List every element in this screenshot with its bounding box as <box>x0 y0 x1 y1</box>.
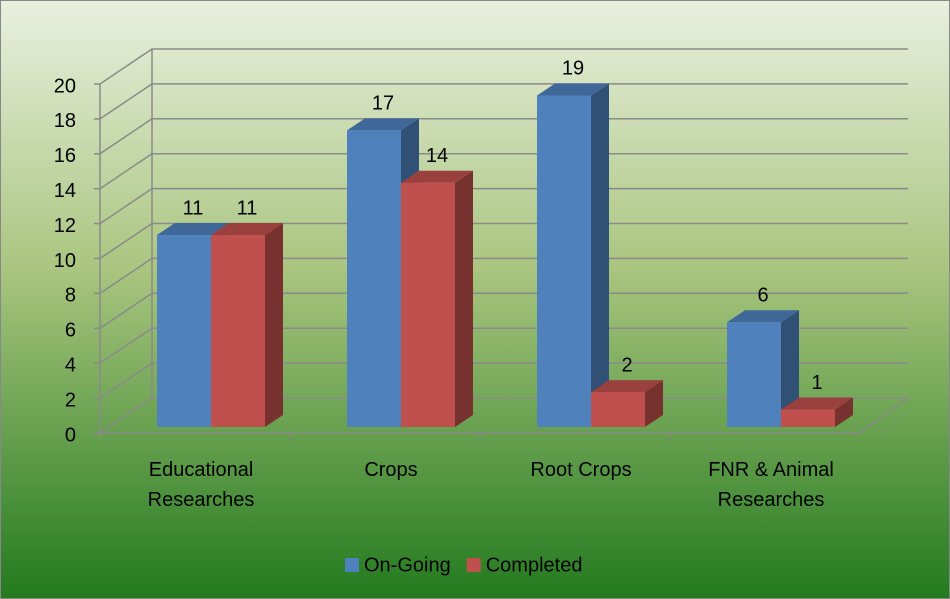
bar-face <box>727 322 781 427</box>
bar-side <box>265 223 283 427</box>
bar-top <box>537 83 609 96</box>
legend-swatch <box>466 558 481 572</box>
bar <box>781 397 853 427</box>
bar-face <box>211 235 265 427</box>
bar <box>591 380 663 427</box>
y-tick-label: 16 <box>54 145 76 167</box>
data-label: 19 <box>562 58 584 80</box>
y-tick-label: 20 <box>54 75 76 97</box>
y-tick-label: 0 <box>65 424 76 446</box>
bar-face <box>157 235 211 427</box>
bar-side <box>455 170 473 427</box>
bar-top <box>211 223 283 236</box>
y-tick-label: 8 <box>65 285 76 307</box>
data-label: 6 <box>757 285 768 307</box>
x-tick-label: Educational Researches <box>147 459 255 511</box>
bar-side <box>645 380 663 427</box>
bar-side <box>591 83 609 427</box>
bar-face <box>591 392 645 427</box>
legend-label: On-Going <box>364 554 451 576</box>
legend-swatch <box>345 558 359 572</box>
bar-top <box>157 223 229 236</box>
x-tick-label: Root Crops <box>530 459 632 481</box>
bar-face <box>537 95 591 427</box>
bar-face <box>347 130 401 427</box>
bar-face <box>781 409 835 427</box>
legend-label: Completed <box>486 554 583 576</box>
bar <box>401 170 473 427</box>
x-tick-label: FNR & Animal Researches <box>708 459 834 511</box>
y-tick-label: 4 <box>65 354 76 376</box>
data-label: 14 <box>426 145 448 167</box>
bar-top <box>401 170 473 183</box>
bar-side <box>781 310 799 427</box>
bar <box>537 83 609 427</box>
y-tick-label: 12 <box>54 215 76 237</box>
bar-top <box>347 118 419 131</box>
bar <box>727 310 799 427</box>
data-label: 1 <box>811 372 822 394</box>
bar-side <box>835 397 853 427</box>
floor-edge <box>100 397 909 434</box>
bar <box>211 223 283 427</box>
y-tick-label: 10 <box>54 250 76 272</box>
bar-top <box>727 310 799 323</box>
bar-top <box>591 380 663 393</box>
x-tick-label: Crops <box>364 459 418 481</box>
y-tick-label: 2 <box>65 389 76 411</box>
bar-face <box>401 182 455 427</box>
data-label: 11 <box>183 197 204 219</box>
data-label: 11 <box>237 197 258 219</box>
data-label: 17 <box>372 93 394 115</box>
y-tick-label: 6 <box>65 320 76 342</box>
data-label: 2 <box>621 354 632 376</box>
y-tick-label: 18 <box>54 110 76 132</box>
y-tick-label: 14 <box>54 180 76 202</box>
bar-top <box>781 397 853 410</box>
